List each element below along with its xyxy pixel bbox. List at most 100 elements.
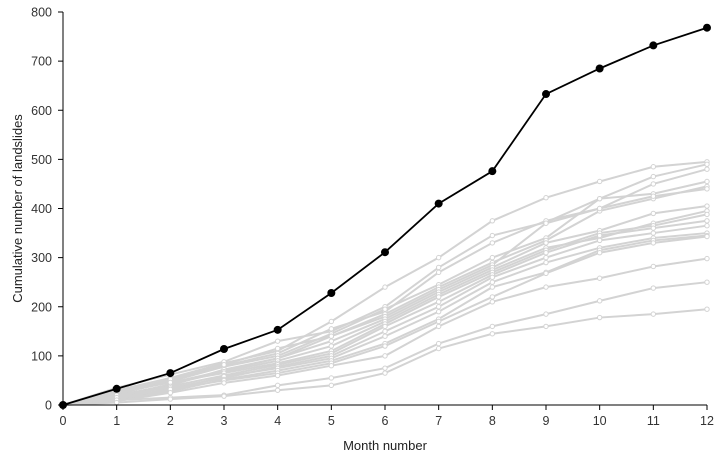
background-series-point <box>704 186 710 192</box>
background-series-point <box>382 365 388 371</box>
x-tick-label: 9 <box>543 414 550 428</box>
x-tick-label: 0 <box>60 414 67 428</box>
x-tick-label: 6 <box>382 414 389 428</box>
background-series-point <box>435 318 442 325</box>
background-series-point <box>704 222 710 229</box>
background-series-point <box>489 299 496 305</box>
highlight-series-point <box>595 64 604 73</box>
background-series-point <box>650 225 657 231</box>
background-series-point <box>435 299 442 305</box>
background-series-point <box>704 211 710 218</box>
background-series-point <box>489 218 496 224</box>
background-series-point <box>596 205 603 212</box>
x-tick-label: 7 <box>435 414 442 428</box>
background-series-point <box>704 306 710 312</box>
background-series-point <box>650 311 657 317</box>
background-series-point <box>221 362 227 368</box>
background-series-point <box>543 240 549 246</box>
background-series-point <box>596 195 603 202</box>
highlight-series-point <box>542 90 550 99</box>
x-tick-group: 0 1 2 3 4 5 6 7 8 9 10 11 12 <box>60 405 714 428</box>
background-series-point <box>489 279 496 285</box>
y-tick-label: 200 <box>31 300 52 314</box>
background-series-point <box>382 370 388 376</box>
background-series-point <box>596 275 603 281</box>
y-tick-label: 0 <box>45 399 52 413</box>
x-tick-label: 5 <box>328 414 335 428</box>
background-series-point <box>167 396 174 402</box>
background-series-point <box>435 294 442 300</box>
background-series-point <box>543 259 549 266</box>
highlight-series-point <box>166 369 175 378</box>
background-series-point <box>704 255 710 262</box>
background-series-point <box>328 363 335 369</box>
background-series-point <box>382 353 388 359</box>
background-series-point <box>704 161 710 167</box>
x-tick-label: 12 <box>700 414 714 428</box>
background-series-point <box>650 240 657 246</box>
highlight-series-point <box>327 288 336 297</box>
background-series-point <box>543 323 549 330</box>
y-tick-label: 700 <box>31 55 52 69</box>
background-series-point <box>113 399 120 406</box>
background-series-point <box>435 323 442 330</box>
x-tick-label: 3 <box>221 414 228 428</box>
background-series-point <box>650 193 657 199</box>
background-series-point <box>328 343 335 349</box>
background-series-point <box>274 372 281 379</box>
background-series-point <box>489 294 496 300</box>
background-series-point <box>650 164 657 170</box>
background-series-point <box>650 285 657 291</box>
background-series-point <box>274 345 281 352</box>
background-series-point <box>543 220 549 226</box>
y-tick-label: 800 <box>31 6 52 20</box>
x-axis-title: Month number <box>343 438 427 453</box>
background-series-point <box>382 323 388 330</box>
background-series-point <box>328 333 335 339</box>
background-series-point <box>650 263 657 270</box>
series-layer <box>59 23 711 409</box>
background-series-point <box>650 230 657 236</box>
x-tick-label: 1 <box>113 414 120 428</box>
background-series-point <box>435 340 442 347</box>
background-series-point <box>328 326 335 332</box>
highlight-series-point <box>381 248 389 257</box>
x-tick-label: 2 <box>167 414 174 428</box>
x-tick-label: 8 <box>489 414 496 428</box>
background-series-point <box>274 382 281 389</box>
highlight-series-point <box>273 325 282 334</box>
background-series-point <box>382 328 388 335</box>
background-series-point <box>489 240 496 246</box>
background-series-point <box>382 284 388 290</box>
background-series-point <box>435 269 442 276</box>
background-series-point <box>489 274 496 280</box>
background-series-point <box>435 304 442 310</box>
background-series-point <box>596 178 603 185</box>
background-series-point <box>543 284 549 290</box>
background-series-point <box>650 173 657 180</box>
background-series-point <box>704 279 710 285</box>
background-series-point <box>489 284 496 290</box>
background-series-point <box>596 298 603 304</box>
y-tick-label: 100 <box>31 349 52 363</box>
y-tick-label: 300 <box>31 251 52 265</box>
background-series-point <box>382 333 388 339</box>
background-series-point <box>704 166 710 172</box>
y-tick-label: 500 <box>31 153 52 167</box>
background-series-point <box>543 270 549 277</box>
background-series-point <box>274 338 281 344</box>
x-tick-label: 11 <box>647 414 660 428</box>
x-tick-label: 10 <box>593 414 607 428</box>
y-axis-title: Cumulative number of landslides <box>10 114 25 303</box>
background-series-point <box>435 308 442 315</box>
highlight-series-point <box>112 384 121 393</box>
background-series-point <box>704 233 710 240</box>
background-series-point <box>543 311 549 317</box>
background-series-point <box>382 306 388 312</box>
background-series-point <box>596 250 603 256</box>
highlight-series-point <box>434 199 443 208</box>
y-tick-group: 0 100 200 300 400 500 600 700 800 <box>31 6 63 413</box>
background-series-point <box>274 387 281 393</box>
background-series-point <box>221 380 227 386</box>
